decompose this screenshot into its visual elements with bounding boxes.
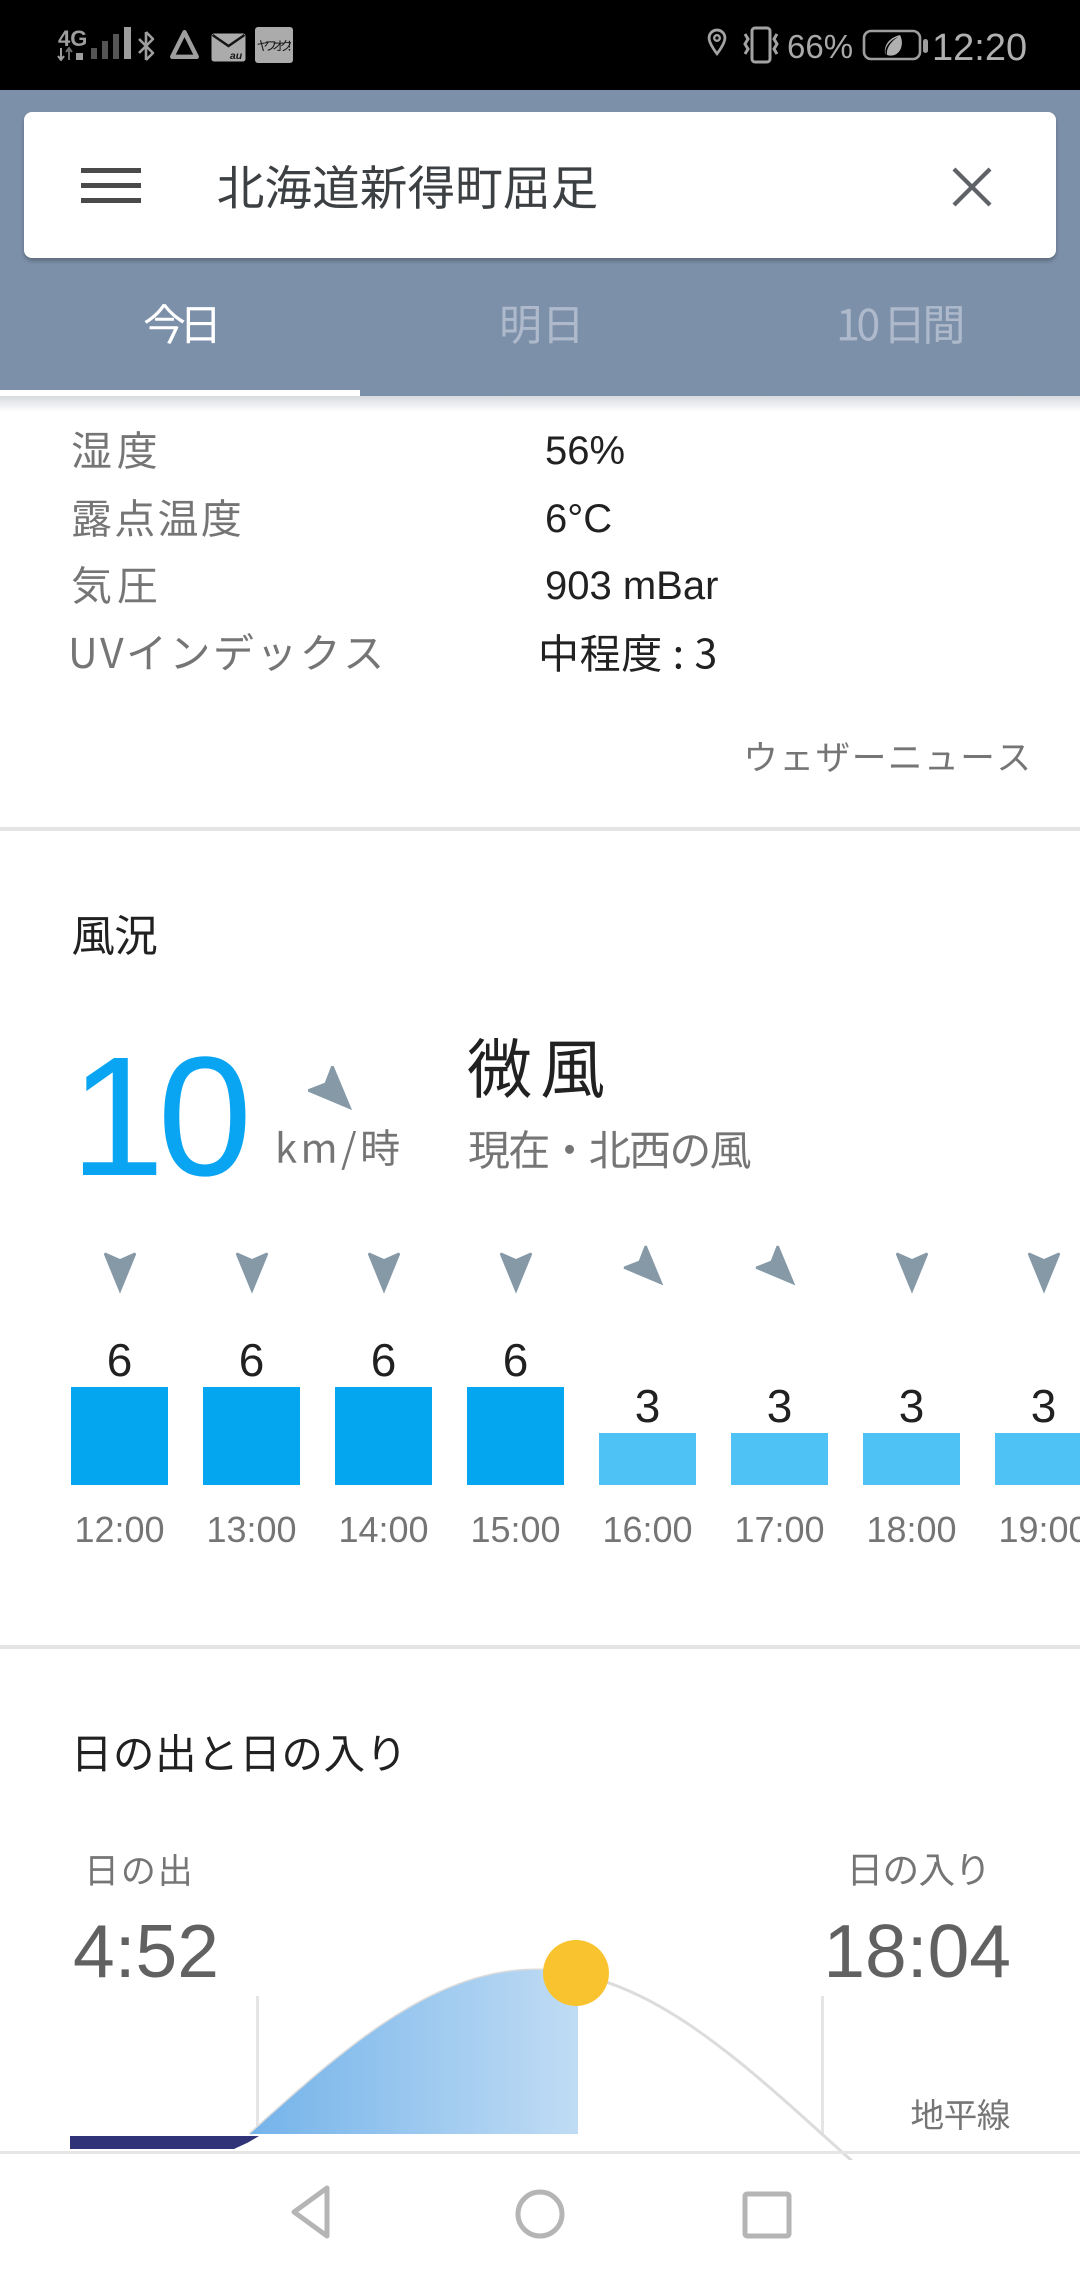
svg-text:au: au	[230, 50, 243, 62]
